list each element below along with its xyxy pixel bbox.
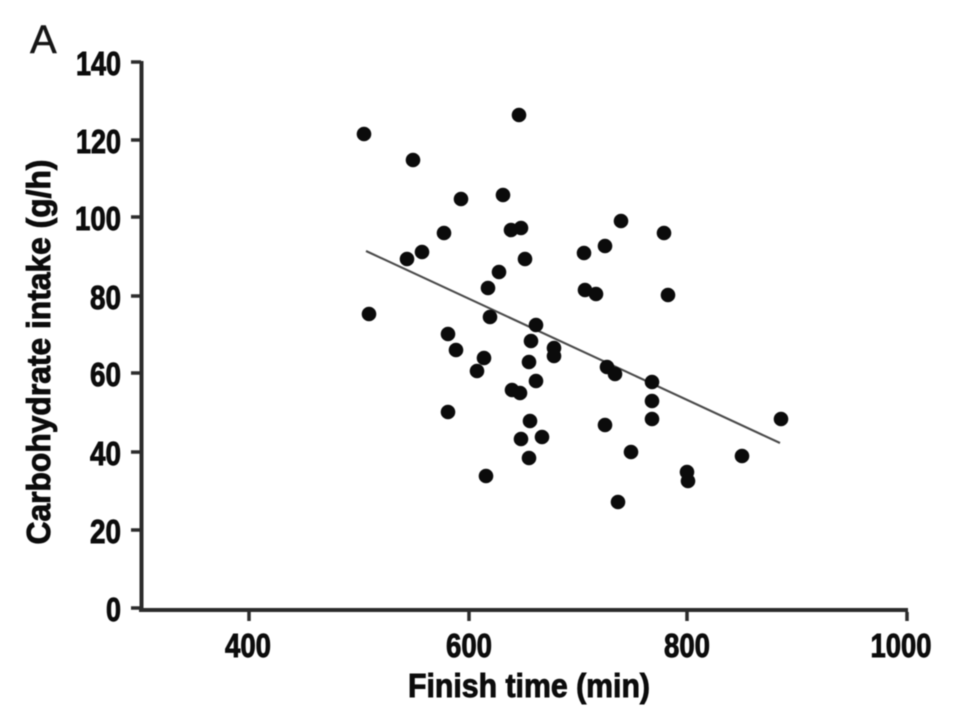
svg-text:60: 60 [90,356,121,393]
svg-text:1000: 1000 [871,627,932,664]
svg-text:Finish time (min): Finish time (min) [408,667,650,704]
svg-text:0: 0 [106,591,121,628]
svg-text:120: 120 [76,123,121,160]
svg-text:A: A [30,18,57,62]
svg-text:400: 400 [225,627,271,664]
svg-text:80: 80 [90,279,121,316]
svg-text:Carbohydrate intake (g/h): Carbohydrate intake (g/h) [20,160,57,545]
svg-text:100: 100 [75,200,121,237]
svg-text:800: 800 [664,627,710,664]
svg-text:600: 600 [446,627,492,664]
svg-text:140: 140 [76,45,121,82]
svg-text:40: 40 [90,435,121,472]
svg-text:20: 20 [90,513,121,550]
